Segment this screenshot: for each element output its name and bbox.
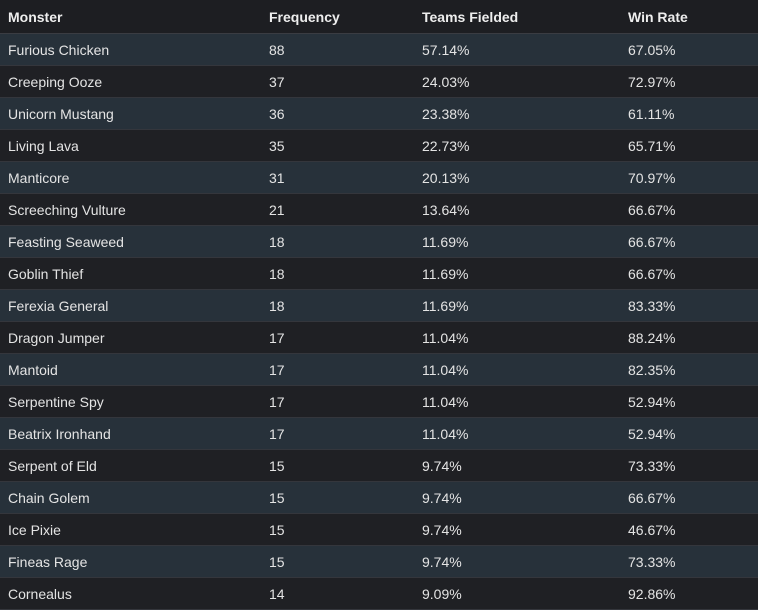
teams-fielded-cell: 9.74%	[414, 513, 620, 546]
table-row: Cornealus 14 9.09% 92.86%	[0, 577, 758, 610]
monster-name-cell: Beatrix Ironhand	[0, 417, 261, 450]
monster-name-cell: Ice Pixie	[0, 513, 261, 546]
frequency-cell: 17	[261, 417, 414, 450]
teams-fielded-cell: 11.04%	[414, 417, 620, 450]
table-row: Living Lava 35 22.73% 65.71%	[0, 129, 758, 162]
table-row: Screeching Vulture 21 13.64% 66.67%	[0, 193, 758, 226]
table-row: Serpent of Eld 15 9.74% 73.33%	[0, 449, 758, 482]
win-rate-cell: 52.94%	[620, 417, 758, 450]
monster-name-cell: Fineas Rage	[0, 545, 261, 578]
frequency-cell: 35	[261, 129, 414, 162]
win-rate-cell: 70.97%	[620, 161, 758, 194]
table-row: Fineas Rage 15 9.74% 73.33%	[0, 545, 758, 578]
frequency-cell: 18	[261, 257, 414, 290]
teams-fielded-cell: 9.74%	[414, 481, 620, 514]
frequency-cell: 17	[261, 353, 414, 386]
table-row: Furious Chicken 88 57.14% 67.05%	[0, 33, 758, 66]
win-rate-cell: 92.86%	[620, 577, 758, 610]
monster-name-cell: Cornealus	[0, 577, 261, 610]
win-rate-cell: 61.11%	[620, 97, 758, 130]
frequency-cell: 15	[261, 481, 414, 514]
win-rate-cell: 82.35%	[620, 353, 758, 386]
teams-fielded-cell: 23.38%	[414, 97, 620, 130]
monster-name-cell: Ferexia General	[0, 289, 261, 322]
table-row: Chain Golem 15 9.74% 66.67%	[0, 481, 758, 514]
teams-fielded-cell: 11.04%	[414, 321, 620, 354]
table-row: Ferexia General 18 11.69% 83.33%	[0, 289, 758, 322]
monster-name-cell: Mantoid	[0, 353, 261, 386]
frequency-cell: 21	[261, 193, 414, 226]
teams-fielded-cell: 13.64%	[414, 193, 620, 226]
win-rate-cell: 52.94%	[620, 385, 758, 418]
monster-name-cell: Serpent of Eld	[0, 449, 261, 482]
win-rate-cell: 72.97%	[620, 65, 758, 98]
frequency-cell: 37	[261, 65, 414, 98]
frequency-cell: 17	[261, 321, 414, 354]
win-rate-cell: 73.33%	[620, 545, 758, 578]
win-rate-cell: 67.05%	[620, 33, 758, 66]
frequency-cell: 17	[261, 385, 414, 418]
monster-name-cell: Living Lava	[0, 129, 261, 162]
monster-name-cell: Furious Chicken	[0, 33, 261, 66]
win-rate-cell: 46.67%	[620, 513, 758, 546]
column-header-frequency[interactable]: Frequency	[261, 0, 414, 34]
win-rate-cell: 65.71%	[620, 129, 758, 162]
win-rate-cell: 66.67%	[620, 257, 758, 290]
table-row: Goblin Thief 18 11.69% 66.67%	[0, 257, 758, 290]
monster-name-cell: Dragon Jumper	[0, 321, 261, 354]
win-rate-cell: 66.67%	[620, 481, 758, 514]
frequency-cell: 15	[261, 449, 414, 482]
frequency-cell: 36	[261, 97, 414, 130]
monster-name-cell: Goblin Thief	[0, 257, 261, 290]
table-body: Furious Chicken 88 57.14% 67.05% Creeping Oo…	[0, 33, 758, 610]
teams-fielded-cell: 22.73%	[414, 129, 620, 162]
teams-fielded-cell: 11.69%	[414, 289, 620, 322]
table-row: Dragon Jumper 17 11.04% 88.24%	[0, 321, 758, 354]
monster-name-cell: Serpentine Spy	[0, 385, 261, 418]
header-row: Monster Frequency Teams Fielded Win Rate	[0, 0, 758, 34]
win-rate-cell: 83.33%	[620, 289, 758, 322]
teams-fielded-cell: 9.74%	[414, 545, 620, 578]
monster-name-cell: Screeching Vulture	[0, 193, 261, 226]
teams-fielded-cell: 9.74%	[414, 449, 620, 482]
frequency-cell: 15	[261, 545, 414, 578]
teams-fielded-cell: 11.69%	[414, 225, 620, 258]
win-rate-cell: 73.33%	[620, 449, 758, 482]
table-header: Monster Frequency Teams Fielded Win Rate	[0, 0, 758, 34]
monster-name-cell: Manticore	[0, 161, 261, 194]
column-header-monster[interactable]: Monster	[0, 0, 261, 34]
frequency-cell: 88	[261, 33, 414, 66]
table-row: Beatrix Ironhand 17 11.04% 52.94%	[0, 417, 758, 450]
frequency-cell: 15	[261, 513, 414, 546]
table-row: Feasting Seaweed 18 11.69% 66.67%	[0, 225, 758, 258]
table-row: Ice Pixie 15 9.74% 46.67%	[0, 513, 758, 546]
frequency-cell: 18	[261, 289, 414, 322]
teams-fielded-cell: 24.03%	[414, 65, 620, 98]
teams-fielded-cell: 57.14%	[414, 33, 620, 66]
table-row: Serpentine Spy 17 11.04% 52.94%	[0, 385, 758, 418]
monster-name-cell: Feasting Seaweed	[0, 225, 261, 258]
teams-fielded-cell: 11.04%	[414, 385, 620, 418]
teams-fielded-cell: 11.04%	[414, 353, 620, 386]
column-header-teams-fielded[interactable]: Teams Fielded	[414, 0, 620, 34]
win-rate-cell: 66.67%	[620, 225, 758, 258]
monster-name-cell: Unicorn Mustang	[0, 97, 261, 130]
win-rate-cell: 66.67%	[620, 193, 758, 226]
column-header-win-rate[interactable]: Win Rate	[620, 0, 758, 34]
frequency-cell: 31	[261, 161, 414, 194]
monster-name-cell: Chain Golem	[0, 481, 261, 514]
frequency-cell: 18	[261, 225, 414, 258]
teams-fielded-cell: 11.69%	[414, 257, 620, 290]
monster-name-cell: Creeping Ooze	[0, 65, 261, 98]
teams-fielded-cell: 20.13%	[414, 161, 620, 194]
frequency-cell: 14	[261, 577, 414, 610]
table-row: Creeping Ooze 37 24.03% 72.97%	[0, 65, 758, 98]
table-row: Mantoid 17 11.04% 82.35%	[0, 353, 758, 386]
win-rate-cell: 88.24%	[620, 321, 758, 354]
table-row: Unicorn Mustang 36 23.38% 61.11%	[0, 97, 758, 130]
table-row: Manticore 31 20.13% 70.97%	[0, 161, 758, 194]
teams-fielded-cell: 9.09%	[414, 577, 620, 610]
